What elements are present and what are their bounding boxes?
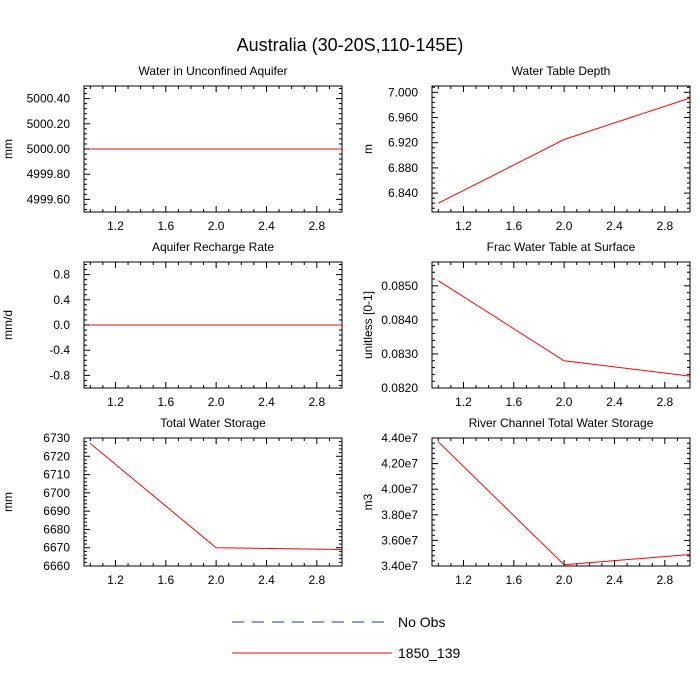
y-tick-label: 3.40e7	[381, 559, 418, 573]
y-tick-label: 6680	[43, 522, 70, 536]
legend-label-1850-139: 1850_139	[398, 645, 461, 661]
panel-water-table-depth: Water Table Depth m 1.2 1.6 2.0 2.4 2.8 6.840 6.…	[361, 64, 691, 233]
y-tick-label: -0.4	[49, 343, 70, 357]
legend: No Obs 1850_139	[232, 614, 461, 661]
panel-title: River Channel Total Water Storage	[469, 416, 654, 430]
y-axis-label: m	[361, 144, 375, 154]
plot-frame	[431, 437, 691, 567]
series-line-1850-139	[438, 97, 691, 204]
y-tick-label: 0.0830	[381, 347, 418, 361]
main-title: Australia (30-20S,110-145E)	[237, 35, 464, 55]
x-tick-label: 2.0	[556, 219, 573, 233]
x-tick-label: 1.2	[107, 573, 124, 587]
x-tick-label: 2.4	[606, 395, 623, 409]
x-tick-label: 2.4	[258, 395, 275, 409]
series-line-1850-139	[438, 280, 691, 377]
panel-aquifer-recharge-rate: Aquifer Recharge Rate mm/d 1.2 1.6 2.0 2.4 2.8…	[1, 240, 343, 409]
x-tick-label: 1.2	[455, 573, 472, 587]
x-tick-label: 1.6	[157, 219, 174, 233]
x-tick-label: 2.0	[556, 395, 573, 409]
y-axis-label: unitless [0-1]	[361, 291, 375, 359]
y-axis-label: mm/d	[1, 310, 15, 340]
y-tick-label: 3.80e7	[381, 508, 418, 522]
panel-river-channel-total-water-storage: River Channel Total Water Storage m3 1.2 1.…	[361, 416, 691, 587]
x-tick-label: 2.0	[208, 219, 225, 233]
panel-title: Water Table Depth	[512, 64, 611, 78]
panel-total-water-storage: Total Water Storage mm 1.2 1.6 2.0 2.4 2.8 6660…	[1, 416, 343, 587]
x-tick-label: 1.2	[107, 219, 124, 233]
y-tick-label: 0.0820	[381, 381, 418, 395]
y-tick-label: 6700	[43, 486, 70, 500]
y-tick-label: 6.840	[388, 186, 418, 200]
y-tick-label: 6660	[43, 559, 70, 573]
y-tick-label: 0.0840	[381, 313, 418, 327]
x-tick-label: 1.2	[455, 219, 472, 233]
y-tick-label: 3.60e7	[381, 533, 418, 547]
x-tick-label: 2.8	[308, 395, 325, 409]
x-tick-label: 2.0	[556, 573, 573, 587]
plot-frame	[431, 85, 691, 213]
x-tick-label: 2.8	[308, 219, 325, 233]
y-axis-label: mm	[1, 492, 15, 512]
panel-frac-water-table-at-surface: Frac Water Table at Surface unitless [0-1…	[361, 240, 691, 409]
y-axis-label: mm	[1, 139, 15, 159]
y-tick-label: 6730	[43, 431, 70, 445]
x-tick-label: 2.8	[656, 395, 673, 409]
x-tick-label: 2.8	[656, 573, 673, 587]
series-line-1850-139	[437, 441, 691, 566]
x-tick-label: 1.2	[455, 395, 472, 409]
y-tick-label: 6720	[43, 449, 70, 463]
y-tick-label: 6.920	[388, 136, 418, 150]
y-tick-label: 7.000	[388, 85, 418, 99]
x-tick-label: 1.6	[505, 395, 522, 409]
plot-frame	[83, 437, 343, 567]
x-tick-label: 1.6	[505, 219, 522, 233]
y-tick-label: 0.0	[53, 318, 70, 332]
panel-title: Aquifer Recharge Rate	[152, 240, 274, 254]
y-tick-label: 0.4	[53, 293, 70, 307]
y-tick-label: 4999.60	[27, 192, 71, 206]
x-tick-label: 2.8	[656, 219, 673, 233]
y-tick-label: 4999.80	[27, 167, 71, 181]
y-tick-label: 6710	[43, 468, 70, 482]
x-tick-label: 2.4	[258, 219, 275, 233]
x-tick-label: 2.4	[606, 573, 623, 587]
panels: Water in Unconfined Aquifer mm 1.2 1.6 2.0 2.…	[1, 64, 691, 587]
y-axis-label: m3	[361, 493, 375, 510]
y-tick-label: 4.40e7	[381, 431, 418, 445]
y-tick-label: 6.880	[388, 161, 418, 175]
y-tick-label: 0.0850	[381, 279, 418, 293]
x-tick-label: 2.0	[208, 573, 225, 587]
plot-frame	[431, 261, 691, 389]
x-tick-label: 2.4	[258, 573, 275, 587]
panel-title: Total Water Storage	[160, 416, 266, 430]
y-tick-label: 6690	[43, 504, 70, 518]
x-tick-label: 1.6	[157, 395, 174, 409]
panel-water-in-unconfined-aquifer: Water in Unconfined Aquifer mm 1.2 1.6 2.0 2.…	[1, 64, 343, 233]
y-tick-label: -0.8	[49, 368, 70, 382]
x-tick-label: 2.4	[606, 219, 623, 233]
x-tick-label: 1.2	[107, 395, 124, 409]
legend-label-no-obs: No Obs	[398, 614, 445, 630]
x-tick-label: 2.8	[308, 573, 325, 587]
panel-title: Water in Unconfined Aquifer	[139, 64, 288, 78]
y-tick-label: 6670	[43, 541, 70, 555]
x-tick-label: 2.0	[208, 395, 225, 409]
x-tick-label: 1.6	[505, 573, 522, 587]
y-tick-label: 0.8	[53, 268, 70, 282]
y-tick-label: 6.960	[388, 111, 418, 125]
series-line-1850-139	[89, 443, 343, 550]
x-tick-label: 1.6	[157, 573, 174, 587]
y-tick-label: 5000.20	[27, 117, 71, 131]
y-tick-label: 5000.40	[27, 92, 71, 106]
y-tick-label: 5000.00	[27, 142, 71, 156]
panel-title: Frac Water Table at Surface	[487, 240, 636, 254]
y-tick-label: 4.00e7	[381, 482, 418, 496]
y-tick-label: 4.20e7	[381, 457, 418, 471]
